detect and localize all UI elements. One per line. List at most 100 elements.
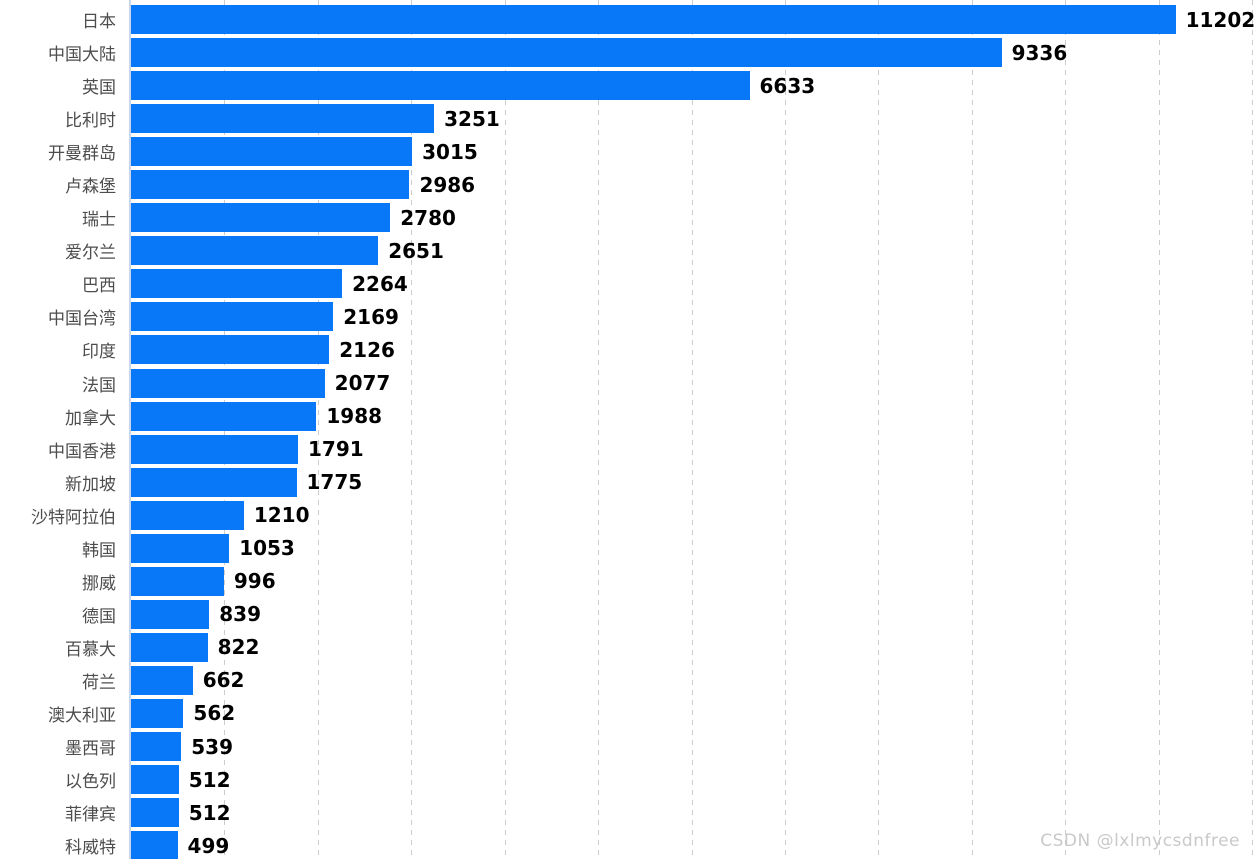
gridline-2000 <box>317 0 319 859</box>
bar-track: 9336 <box>131 38 1250 68</box>
bar-track: 1791 <box>131 434 1250 464</box>
category-label: 菲律宾 <box>65 805 116 826</box>
bar[interactable] <box>131 467 297 497</box>
bar[interactable] <box>131 5 1176 34</box>
bar[interactable] <box>131 170 410 200</box>
gridline-12000 <box>1252 0 1253 859</box>
bar[interactable] <box>131 401 317 431</box>
value-label: 499 <box>187 833 230 858</box>
category-label: 法国 <box>82 375 116 396</box>
gridline-11000 <box>1158 0 1160 859</box>
category-label: 新加坡 <box>65 474 116 495</box>
category-label: 澳大利亚 <box>48 706 116 726</box>
bar-track: 839 <box>131 599 1250 629</box>
bar[interactable] <box>131 302 334 332</box>
bar-row: 德国 839 <box>82 598 1252 631</box>
bar-track: 512 <box>131 765 1250 795</box>
bar-track: 562 <box>131 698 1250 728</box>
value-label: 1988 <box>326 404 383 429</box>
value-label: 6633 <box>759 73 816 98</box>
bar[interactable] <box>131 765 179 795</box>
category-label: 中国大陆 <box>48 45 116 66</box>
category-label: 英国 <box>82 78 116 99</box>
category-label: 瑞士 <box>82 210 116 231</box>
bar[interactable] <box>131 632 208 662</box>
bar-row: 新加坡 1775 <box>65 466 1252 499</box>
bar-row: 沙特阿拉伯 1210 <box>31 499 1252 532</box>
gridline-10000 <box>1065 0 1067 859</box>
bar-track: 2169 <box>131 302 1250 332</box>
value-label: 2780 <box>400 205 456 230</box>
category-label: 加拿大 <box>65 408 116 429</box>
gridline-5000 <box>598 0 600 859</box>
bar-row: 巴西 2264 <box>82 267 1252 300</box>
bar-rows: 日本 11202 中国大陆 9336 英国 6633 比利时 3251 开曼群岛 3015 卢森堡 2… <box>31 3 1254 859</box>
value-label: 839 <box>219 602 261 627</box>
bar-track: 2126 <box>131 335 1250 365</box>
bar-row: 菲律宾 512 <box>65 796 1252 829</box>
category-label: 挪威 <box>82 573 116 594</box>
gridline-7000 <box>784 0 786 859</box>
value-label: 2264 <box>352 271 408 296</box>
bar-track: 2780 <box>131 203 1250 233</box>
value-label: 11202 <box>1185 7 1254 32</box>
bar[interactable] <box>131 335 330 365</box>
bar-track: 3251 <box>131 104 1250 134</box>
bar[interactable] <box>131 665 193 695</box>
value-label: 1053 <box>239 536 295 561</box>
bar[interactable] <box>131 434 298 464</box>
bar-row: 中国大陆 9336 <box>48 36 1252 69</box>
bar[interactable] <box>131 698 184 728</box>
bar-row: 荷兰 662 <box>82 664 1252 697</box>
bar[interactable] <box>131 732 182 762</box>
category-label: 科威特 <box>65 838 116 859</box>
gridline-4000 <box>504 0 506 859</box>
bar[interactable] <box>131 831 178 859</box>
bar-track: 1210 <box>131 500 1250 530</box>
bar[interactable] <box>131 104 435 134</box>
bar-track: 512 <box>131 798 1250 828</box>
bar[interactable] <box>131 599 210 629</box>
value-label: 562 <box>193 701 236 726</box>
bar[interactable] <box>131 236 379 266</box>
category-label: 韩国 <box>82 540 116 561</box>
bar[interactable] <box>131 533 230 563</box>
bar-track: 1988 <box>131 401 1250 431</box>
bar[interactable] <box>131 71 750 101</box>
bar-track: 539 <box>131 732 1250 762</box>
bar[interactable] <box>131 137 413 167</box>
bar-track: 822 <box>131 632 1250 662</box>
category-label: 中国台湾 <box>48 309 116 330</box>
bar-track: 2651 <box>131 236 1250 266</box>
bar[interactable] <box>131 500 244 530</box>
bar[interactable] <box>131 269 343 299</box>
value-label: 1210 <box>253 503 310 528</box>
category-label: 比利时 <box>65 111 116 132</box>
category-label: 爱尔兰 <box>65 243 116 264</box>
value-label: 2986 <box>419 172 476 197</box>
bar-track: 1053 <box>131 533 1250 563</box>
bar-row: 韩国 1053 <box>82 532 1252 565</box>
bar-row: 开曼群岛 3015 <box>48 135 1252 168</box>
bar-row: 印度 2126 <box>82 333 1252 366</box>
bar-row: 瑞士 2780 <box>82 201 1252 234</box>
category-label: 巴西 <box>82 276 116 297</box>
bar[interactable] <box>131 798 179 828</box>
bar[interactable] <box>131 566 224 596</box>
category-label: 荷兰 <box>82 672 116 693</box>
value-label: 512 <box>188 800 231 825</box>
bar[interactable] <box>131 368 325 398</box>
value-label: 2126 <box>339 337 395 362</box>
bar[interactable] <box>131 38 1002 68</box>
y-axis-line <box>129 0 131 859</box>
value-label: 1775 <box>306 470 363 495</box>
bar-row: 卢森堡 2986 <box>65 168 1252 201</box>
gridline-3000 <box>411 0 413 859</box>
bar-track: 662 <box>131 665 1250 695</box>
bar-row: 挪威 996 <box>82 565 1252 598</box>
bar-track: 2264 <box>131 269 1250 299</box>
bar[interactable] <box>131 203 391 233</box>
category-label: 以色列 <box>65 772 116 793</box>
category-label: 沙特阿拉伯 <box>31 507 116 528</box>
